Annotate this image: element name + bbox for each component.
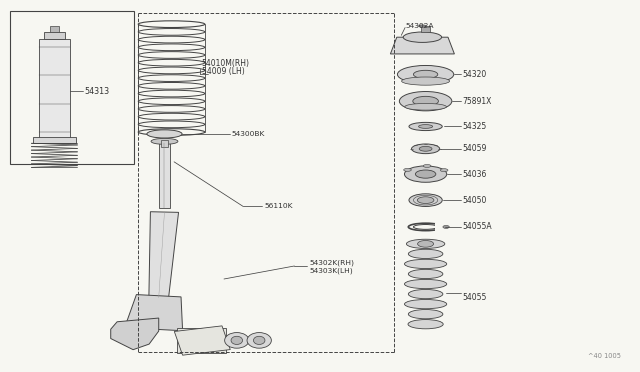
Ellipse shape bbox=[404, 103, 447, 110]
Ellipse shape bbox=[404, 259, 447, 269]
Bar bbox=[10, 11, 134, 164]
Ellipse shape bbox=[408, 289, 443, 299]
Polygon shape bbox=[174, 326, 230, 355]
Ellipse shape bbox=[413, 96, 438, 106]
Ellipse shape bbox=[409, 194, 442, 206]
Bar bbox=[435, 223, 445, 231]
Text: 54055A: 54055A bbox=[463, 222, 492, 231]
Ellipse shape bbox=[443, 225, 449, 228]
Bar bbox=[39, 39, 70, 143]
Ellipse shape bbox=[408, 249, 443, 259]
Ellipse shape bbox=[399, 92, 452, 111]
Text: 54059: 54059 bbox=[463, 144, 487, 153]
Text: 54303K(LH): 54303K(LH) bbox=[309, 267, 353, 274]
Ellipse shape bbox=[409, 122, 442, 131]
Text: 54325: 54325 bbox=[463, 122, 487, 131]
Bar bbox=[177, 328, 226, 353]
Text: 54055: 54055 bbox=[463, 293, 487, 302]
Ellipse shape bbox=[440, 169, 448, 171]
Ellipse shape bbox=[408, 310, 443, 319]
Ellipse shape bbox=[419, 147, 432, 151]
Text: 54010M(RH): 54010M(RH) bbox=[202, 59, 250, 68]
Text: 75891X: 75891X bbox=[463, 97, 492, 106]
Text: ^40 1005: ^40 1005 bbox=[588, 353, 621, 359]
Ellipse shape bbox=[147, 130, 182, 138]
Ellipse shape bbox=[403, 32, 442, 42]
Ellipse shape bbox=[419, 25, 426, 27]
Text: 54313: 54313 bbox=[84, 87, 109, 96]
Text: 54300BK: 54300BK bbox=[232, 131, 265, 137]
Ellipse shape bbox=[404, 166, 447, 182]
Bar bbox=[33, 137, 76, 143]
Ellipse shape bbox=[397, 65, 454, 83]
Text: 54302K(RH): 54302K(RH) bbox=[309, 259, 354, 266]
Text: 54036: 54036 bbox=[463, 170, 487, 179]
Text: 54009 (LH): 54009 (LH) bbox=[202, 67, 244, 76]
Bar bbox=[161, 140, 168, 147]
Ellipse shape bbox=[417, 197, 434, 203]
Polygon shape bbox=[111, 318, 159, 350]
Text: 54050: 54050 bbox=[463, 196, 487, 205]
Ellipse shape bbox=[404, 279, 447, 289]
Polygon shape bbox=[125, 295, 182, 331]
Ellipse shape bbox=[247, 333, 271, 348]
Ellipse shape bbox=[231, 336, 243, 344]
Text: 54320: 54320 bbox=[463, 70, 487, 79]
Ellipse shape bbox=[419, 125, 433, 128]
Text: 54302A: 54302A bbox=[405, 23, 434, 29]
Bar bbox=[159, 143, 170, 208]
Ellipse shape bbox=[402, 77, 450, 85]
Bar bbox=[421, 26, 430, 32]
Ellipse shape bbox=[151, 138, 178, 144]
Bar bbox=[50, 26, 59, 32]
Ellipse shape bbox=[423, 164, 431, 167]
Ellipse shape bbox=[408, 269, 443, 279]
Ellipse shape bbox=[415, 170, 436, 178]
Ellipse shape bbox=[404, 299, 447, 309]
Polygon shape bbox=[390, 37, 454, 54]
Ellipse shape bbox=[406, 239, 445, 248]
Text: 56110K: 56110K bbox=[264, 203, 293, 209]
Ellipse shape bbox=[413, 70, 438, 78]
Ellipse shape bbox=[412, 144, 440, 154]
Ellipse shape bbox=[253, 336, 265, 344]
Bar bbox=[44, 32, 65, 39]
Ellipse shape bbox=[418, 241, 434, 247]
Polygon shape bbox=[149, 212, 179, 298]
Ellipse shape bbox=[225, 333, 249, 348]
Ellipse shape bbox=[408, 320, 444, 329]
Ellipse shape bbox=[404, 169, 412, 171]
